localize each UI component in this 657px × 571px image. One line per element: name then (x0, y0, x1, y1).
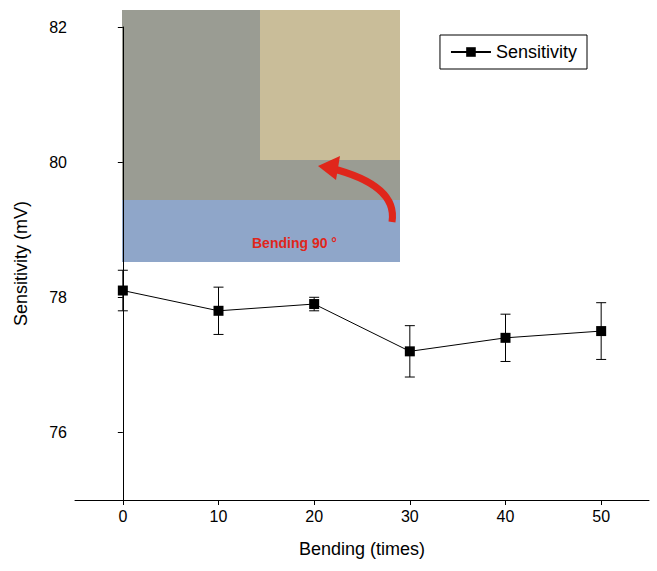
svg-text:78: 78 (49, 289, 67, 306)
svg-text:82: 82 (49, 19, 67, 36)
svg-text:20: 20 (305, 508, 323, 525)
svg-text:Bending 90 °: Bending 90 ° (252, 235, 337, 251)
svg-text:Bending (times): Bending (times) (299, 539, 425, 559)
svg-text:40: 40 (497, 508, 515, 525)
svg-text:Sensitivity: Sensitivity (496, 42, 577, 62)
svg-text:76: 76 (49, 424, 67, 441)
svg-text:30: 30 (401, 508, 419, 525)
svg-text:10: 10 (210, 508, 228, 525)
svg-text:Sensitivity (mV): Sensitivity (mV) (11, 201, 31, 326)
svg-text:50: 50 (592, 508, 610, 525)
svg-text:80: 80 (49, 154, 67, 171)
svg-text:0: 0 (118, 508, 127, 525)
